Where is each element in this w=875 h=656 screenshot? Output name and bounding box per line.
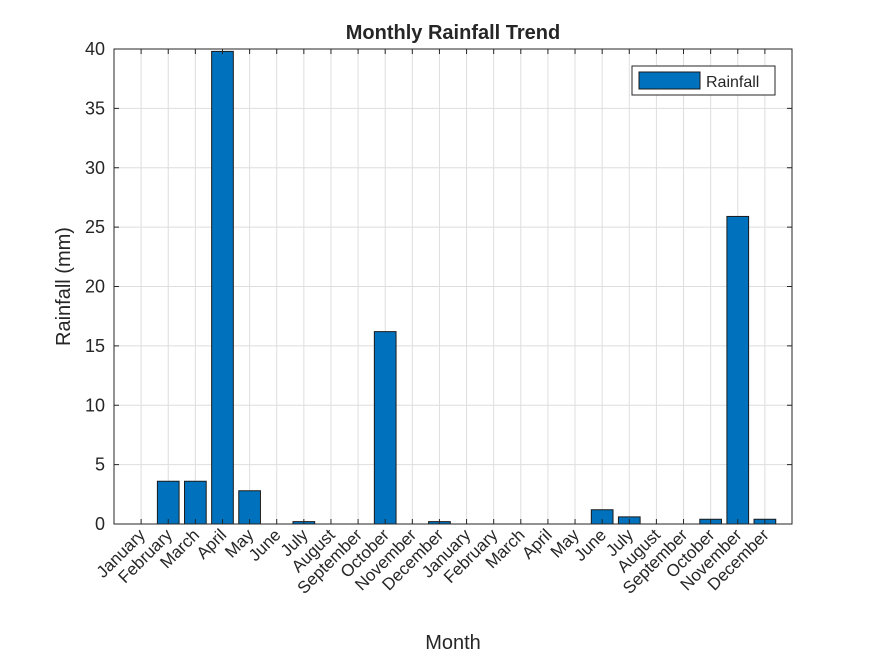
bar-3	[211, 50, 234, 525]
y-tick-label-1: 5	[95, 455, 105, 475]
y-tick-label-4: 20	[85, 277, 105, 297]
x-axis-label: Month	[425, 632, 481, 654]
y-tick-label-6: 30	[85, 158, 105, 178]
bar-1	[156, 480, 180, 525]
y-tick-label-0: 0	[95, 514, 105, 534]
y-tick-label-8: 40	[85, 39, 105, 59]
y-tick-label-2: 10	[85, 395, 105, 415]
y-axis-label: Rainfall (mm)	[53, 227, 75, 346]
chart-title: Monthly Rainfall Trend	[346, 22, 560, 44]
bar-9	[373, 331, 397, 525]
y-axis-ticks: 0 5 10 15 20 25 30 35 40	[85, 39, 792, 534]
legend-swatch	[638, 71, 701, 90]
legend: Rainfall	[631, 65, 776, 96]
bar-2	[184, 480, 207, 525]
bar-22	[726, 215, 750, 525]
y-tick-label-5: 25	[85, 217, 105, 237]
legend-label-rainfall: Rainfall	[706, 74, 759, 91]
y-tick-label-7: 35	[85, 98, 105, 118]
y-tick-label-3: 15	[85, 336, 105, 356]
